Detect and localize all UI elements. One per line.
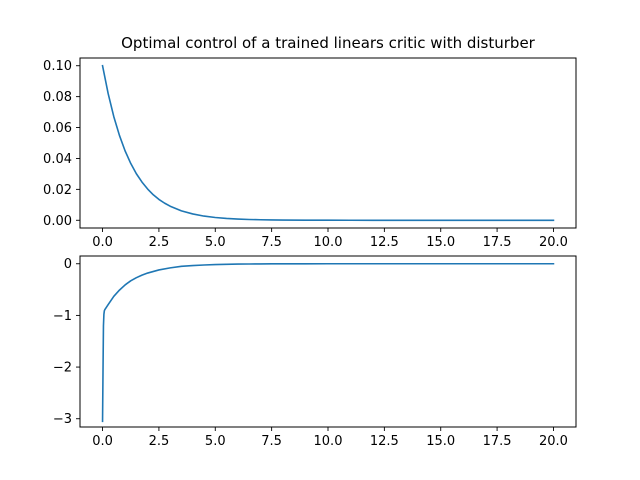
top-axes: 0.0 2.5 5.0 7.5 10.0 12.5 15.0 17.5 20.0 0.00 0.02… (43, 57, 577, 250)
x-tick-label: 2.5 (149, 434, 170, 449)
series-line-bottom (101, 262, 555, 423)
y-tick-label: −2 (53, 361, 72, 376)
x-tick-label: 12.5 (370, 434, 399, 449)
bottom-axes: 0.0 2.5 5.0 7.5 10.0 12.5 15.0 17.5 20.0 0 −1 −2 −3 (53, 255, 577, 449)
y-tick-label: 0.08 (43, 90, 72, 105)
chart-title: Optimal control of a trained linears cri… (121, 34, 536, 52)
x-tick-label: 2.5 (149, 235, 170, 250)
y-tick-label: 0.10 (43, 59, 72, 74)
x-tick-label: 15.0 (426, 434, 455, 449)
y-tick-label: 0.02 (43, 183, 72, 198)
y-tick-label: 0 (64, 257, 72, 272)
y-tick-label: 0.04 (43, 152, 72, 167)
x-tick-label: 10.0 (314, 434, 343, 449)
y-tick-label: −3 (53, 412, 72, 427)
x-tick-label: 20.0 (539, 235, 568, 250)
x-tick-label: 10.0 (314, 235, 343, 250)
x-tick-label: 12.5 (370, 235, 399, 250)
x-tick-label: 20.0 (539, 434, 568, 449)
x-tick-label: 5.0 (205, 235, 226, 250)
y-tick-label: 0.06 (43, 121, 72, 136)
x-tick-label: 7.5 (261, 434, 282, 449)
x-tick-label: 5.0 (205, 434, 226, 449)
x-tick-label: 15.0 (426, 235, 455, 250)
y-tick-label: 0.00 (43, 214, 72, 229)
x-tick-label: 0.0 (92, 235, 113, 250)
x-tick-label: 17.5 (483, 235, 512, 250)
x-tick-label: 17.5 (483, 434, 512, 449)
x-tick-label: 7.5 (261, 235, 282, 250)
series-line-top (101, 64, 555, 222)
y-tick-label: −1 (53, 309, 72, 324)
axes-frame (79, 255, 577, 428)
x-tick-label: 0.0 (92, 434, 113, 449)
axes-frame (79, 57, 577, 229)
